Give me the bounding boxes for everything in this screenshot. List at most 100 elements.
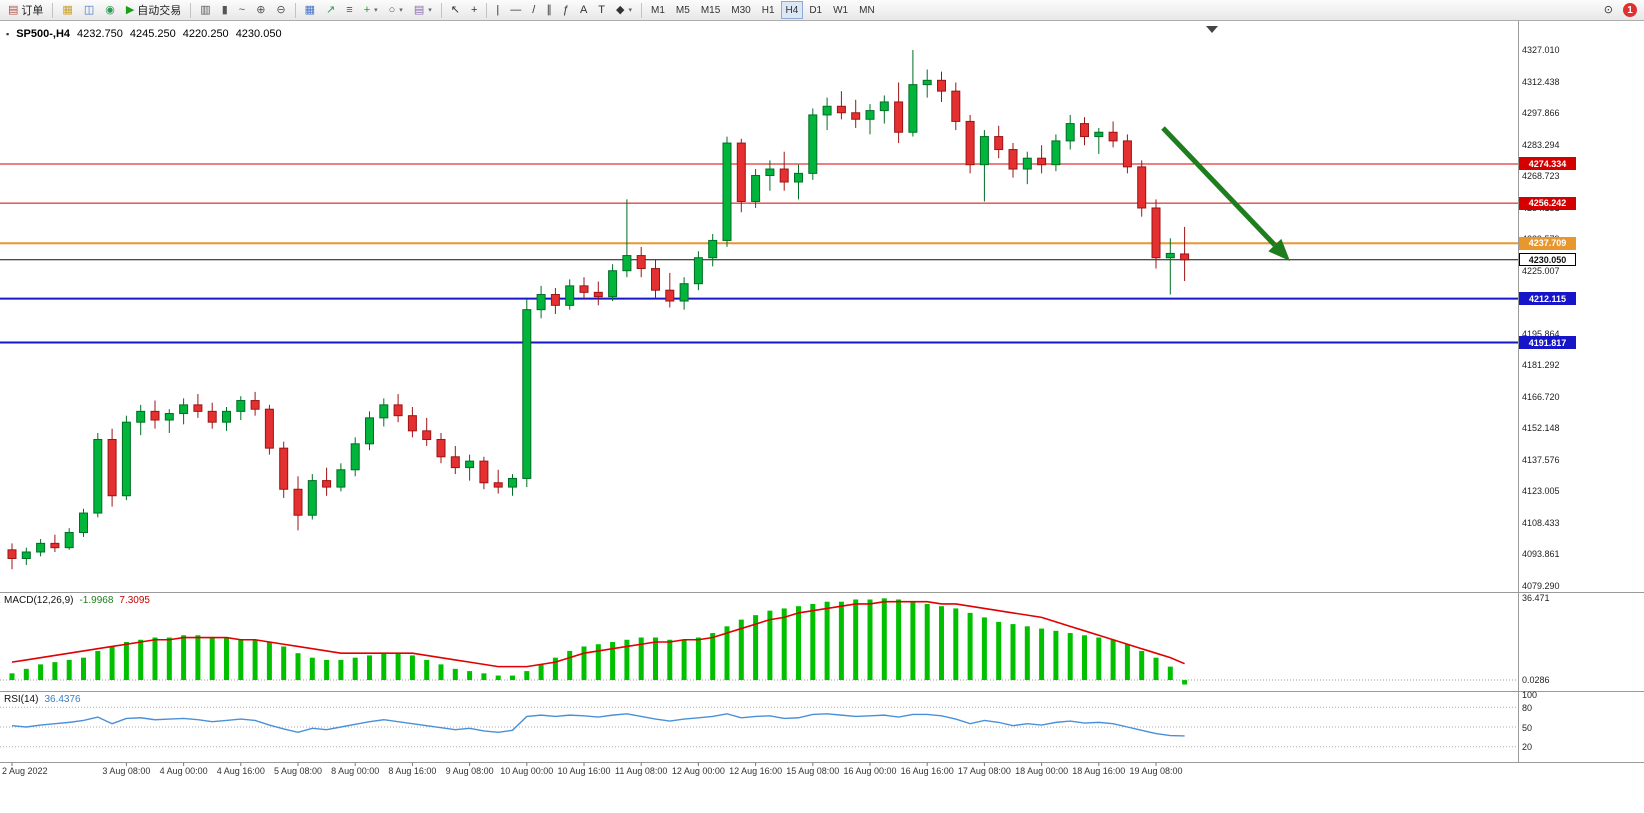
rsi-axis-label[interactable]: 100: [1522, 689, 1538, 700]
search-button[interactable]: ⊙: [1599, 0, 1618, 20]
price-axis-label[interactable]: 4093.861: [1522, 549, 1560, 560]
time-axis-label[interactable]: 16 Aug 00:00: [843, 766, 897, 776]
price-axis-label[interactable]: 4137.576: [1522, 454, 1560, 465]
rsi-axis-label[interactable]: 50: [1522, 722, 1533, 733]
time-axis-label[interactable]: 8 Aug 00:00: [331, 766, 380, 776]
new-chart-button[interactable]: + ▾: [359, 0, 383, 20]
text-button[interactable]: A: [575, 0, 592, 20]
time-axis-label[interactable]: 16 Aug 16:00: [900, 766, 954, 776]
charts-icon: ▦: [62, 3, 73, 16]
time-axis-label[interactable]: 2 Aug 2022: [2, 766, 48, 776]
time-axis-label[interactable]: 12 Aug 16:00: [729, 766, 783, 776]
price-axis-label[interactable]: 4268.723: [1522, 171, 1560, 182]
fibonacci-button[interactable]: ƒ: [558, 0, 574, 20]
time-axis-label[interactable]: 3 Aug 08:00: [102, 766, 151, 776]
panel-borders: [0, 21, 1644, 763]
line-chart-mode-button[interactable]: ~: [234, 0, 250, 20]
time-axis-label[interactable]: 4 Aug 00:00: [159, 766, 208, 776]
candlestick-chart-mode-button[interactable]: ▮: [217, 0, 233, 20]
macd-axis-label[interactable]: 36.471: [1522, 593, 1550, 604]
new-order-button[interactable]: ▤ 订单: [3, 0, 48, 20]
charts-button[interactable]: ▦: [57, 0, 77, 20]
horizontal-level-lines[interactable]: [0, 163, 1518, 344]
trend-arrow[interactable]: [1161, 126, 1290, 261]
time-axis-label[interactable]: 5 Aug 08:00: [273, 766, 323, 776]
price-axis-label[interactable]: 4166.720: [1522, 391, 1560, 402]
channel-button[interactable]: ∥: [541, 0, 557, 20]
shapes-button[interactable]: ◆ ▾: [611, 0, 637, 20]
price-axis-label[interactable]: 4297.866: [1522, 108, 1560, 119]
price-axis-label[interactable]: 4108.433: [1522, 517, 1560, 528]
zoom-out-icon: ⊖: [276, 3, 286, 16]
time-axis-label[interactable]: 10 Aug 16:00: [557, 766, 611, 776]
timeframe-h1[interactable]: H1: [761, 4, 775, 16]
zoom-in-button[interactable]: ⊕: [251, 0, 270, 20]
price-axis-label[interactable]: 4225.007: [1522, 265, 1560, 276]
price-axis-label[interactable]: 4152.148: [1522, 423, 1560, 434]
bar-chart-mode-button[interactable]: ▥: [195, 0, 215, 20]
macd-main-value: -1.9968: [79, 595, 114, 606]
chart-canvas[interactable]: [0, 21, 1644, 813]
timeframe-m1[interactable]: M1: [651, 4, 665, 16]
price-axis-label[interactable]: 4079.290: [1522, 581, 1560, 591]
timeframe-m5[interactable]: M5: [675, 4, 690, 16]
period-button[interactable]: ○ ▾: [384, 0, 408, 20]
macd-histogram: [9, 598, 1188, 685]
indicators-button[interactable]: ↗: [321, 0, 340, 20]
new-order-icon: ▤: [8, 3, 19, 16]
rsi-axis-label[interactable]: 80: [1522, 702, 1533, 713]
text-label-button[interactable]: T: [593, 0, 610, 20]
toolbar-separator: [440, 2, 442, 18]
metaquotes-button[interactable]: ◉: [100, 0, 120, 20]
timeframe-m15[interactable]: M15: [700, 4, 721, 16]
chart-shift-marker[interactable]: [1206, 26, 1218, 33]
time-axis-label[interactable]: 15 Aug 08:00: [786, 766, 840, 776]
template-button[interactable]: ▤ ▾: [409, 0, 437, 20]
price-axis-label[interactable]: 4283.294: [1522, 139, 1560, 150]
price-axis-label[interactable]: 4312.438: [1522, 76, 1560, 87]
horizontal-line-button[interactable]: —: [505, 0, 526, 20]
time-axis-label[interactable]: 8 Aug 16:00: [388, 766, 437, 776]
time-axis-label[interactable]: 4 Aug 16:00: [216, 766, 265, 776]
profiles-button[interactable]: ◫: [79, 0, 99, 20]
time-axis-label[interactable]: 19 Aug 08:00: [1129, 766, 1183, 776]
time-axis-label[interactable]: 17 Aug 08:00: [957, 766, 1011, 776]
macd-label: MACD(12,26,9) -1.9968 7.3095: [4, 595, 150, 606]
time-axis-label[interactable]: 18 Aug 16:00: [1072, 766, 1126, 776]
time-axis-label[interactable]: 18 Aug 00:00: [1015, 766, 1069, 776]
trendline-button[interactable]: /: [527, 0, 540, 20]
time-axis-label[interactable]: 9 Aug 08:00: [445, 766, 494, 776]
price-axis-label[interactable]: 4327.010: [1522, 45, 1560, 55]
cursor-button[interactable]: ↖: [446, 0, 465, 20]
new-chart-icon: +: [363, 3, 371, 16]
rsi-axis-label[interactable]: 20: [1522, 742, 1533, 753]
indicator-list-button[interactable]: ≡: [341, 0, 357, 20]
timeframe-m30[interactable]: M30: [731, 4, 751, 16]
timeframe-d1[interactable]: D1: [809, 4, 823, 16]
time-axis-label[interactable]: 11 Aug 08:00: [614, 766, 668, 776]
text-label-icon: T: [598, 3, 606, 16]
rsi-value: 36.4376: [44, 694, 81, 705]
notification-badge[interactable]: 1: [1623, 3, 1637, 17]
timeframe-mn[interactable]: MN: [859, 4, 875, 16]
chevron-down-icon: ▾: [374, 7, 378, 14]
macd-axis-label[interactable]: 0.0286: [1522, 674, 1550, 685]
time-axis-ticks: [11, 762, 1157, 766]
ohlc-low: 4220.250: [182, 28, 229, 40]
timeframe-h4[interactable]: H4: [780, 1, 804, 19]
tile-windows-button[interactable]: ▦: [300, 0, 320, 20]
time-axis-label[interactable]: 10 Aug 00:00: [500, 766, 554, 776]
timeframe-w1[interactable]: W1: [833, 4, 849, 16]
profiles-icon: ◫: [83, 3, 95, 16]
price-axis-label[interactable]: 4181.292: [1522, 360, 1560, 371]
zoom-out-button[interactable]: ⊖: [271, 0, 290, 20]
vertical-line-button[interactable]: |: [491, 0, 504, 20]
price-axis-label[interactable]: 4123.005: [1522, 486, 1560, 497]
chart-window-icon: ▪: [6, 29, 10, 39]
auto-trading-button[interactable]: ▶ 自动交易: [121, 0, 186, 20]
line-chart-mode-icon: ~: [238, 3, 246, 16]
price-axis-label[interactable]: 4195.864: [1522, 328, 1560, 339]
crosshair-button[interactable]: +: [466, 0, 482, 20]
time-axis-label[interactable]: 12 Aug 00:00: [671, 766, 725, 776]
fibonacci-icon: ƒ: [562, 3, 569, 16]
